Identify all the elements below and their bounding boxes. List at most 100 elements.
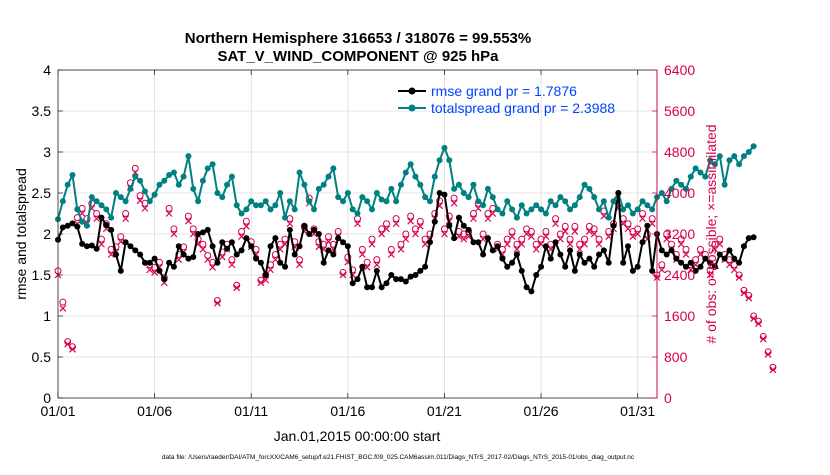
y2-tick-label: 2400 [664,267,695,283]
rmse-point [282,263,289,270]
totalspread-point [267,206,274,213]
rmse-point [238,247,245,254]
obs-possible-point [667,240,675,248]
totalspread-point [262,198,269,205]
obs-assimilated-point [59,304,67,312]
rmse-point [219,239,226,246]
rmse-point [199,229,206,236]
totalspread-point [629,210,636,217]
rmse-point [93,245,100,252]
rmse-point [190,253,197,260]
rmse-point [170,263,177,270]
obs-assimilated-point [373,261,381,269]
rmse-point [412,272,419,278]
obs-assimilated-point [262,276,270,284]
y2-tick-label: 4000 [664,185,695,201]
rmse-point [542,243,549,250]
rmse-point [378,284,385,291]
rmse-point [586,255,593,262]
y2-tick-label: 1600 [664,308,695,324]
obs-possible-point [716,235,724,243]
obs-possible-point [131,164,139,172]
obs-assimilated-point [286,220,294,228]
totalspread-point [320,181,327,188]
totalspread-point [146,198,153,205]
totalspread-point [277,190,284,196]
rmse-point [354,276,361,283]
obs-assimilated-point [769,366,777,374]
totalspread-point [180,173,187,180]
obs-possible-point [325,233,333,241]
rmse-point [663,251,670,258]
totalspread-point [204,165,211,172]
obs-assimilated-point [527,233,535,240]
obs-possible-point [426,230,434,238]
rmse-point [436,190,443,196]
totalspread-point [692,165,699,172]
obs-possible-point [358,245,366,253]
obs-assimilated-point [204,256,212,264]
rmse-point [629,267,636,274]
obs-possible-point [363,258,371,266]
legend-totalspread-label: totalspread grand pr = 2.3988 [431,100,615,116]
obs-assimilated-point [165,210,173,217]
totalspread-point [291,206,298,213]
y-axis-label: rmse and totalspread [13,168,29,300]
rmse-point [59,224,66,231]
obs-possible-point [349,266,357,274]
totalspread-point [644,202,651,209]
totalspread-point [364,198,371,205]
rmse-point [228,239,235,246]
obs-possible-point [682,245,690,253]
y2-tick-label: 4800 [664,144,695,160]
totalspread-point [639,198,646,205]
y-tick-label: 3.5 [32,103,52,119]
obs-assimilated-point [209,263,217,271]
obs-possible-point [122,210,130,217]
rmse-point [673,255,680,262]
obs-assimilated-point [325,238,332,246]
rmse-point [224,245,231,252]
obs-assimilated-point [561,228,569,235]
totalspread-point [151,191,158,198]
rmse-point [233,251,240,258]
obs-assimilated-point [658,266,666,274]
rmse-point [243,235,250,242]
totalspread-point [736,161,743,168]
obs-assimilated-point [441,230,448,238]
rmse-point [373,267,380,274]
obs-possible-point [392,215,400,223]
rmse-point [451,235,458,242]
rmse-point [465,226,472,233]
rmse-point [112,251,119,258]
obs-assimilated-point [634,230,642,238]
totalspread-point [745,149,752,155]
obs-possible-point [373,256,381,264]
totalspread-point [354,210,361,217]
totalspread-point [253,202,260,209]
obs-possible-point [634,225,642,233]
obs-assimilated-point [416,222,424,230]
totalspread-point [195,198,202,205]
obs-assimilated-point [503,240,511,248]
obs-assimilated-point [595,240,603,248]
rmse-point [620,259,627,266]
totalspread-point [417,181,424,188]
totalspread-point [422,194,429,201]
y2-tick-label: 800 [664,349,688,365]
rmse-point [122,239,129,246]
line-series-layer [55,143,757,295]
rmse-point [678,259,685,266]
obs-assimilated-point [199,245,207,253]
obs-assimilated-point [489,210,497,217]
totalspread-point [368,206,375,213]
rmse-point [538,263,545,270]
rmse-point [422,263,429,270]
obs-possible-point [397,240,405,248]
obs-assimilated-point [518,240,526,248]
obs-assimilated-point [585,228,593,235]
totalspread-point [175,181,182,188]
totalspread-point [605,214,612,221]
obs-assimilated-point [556,235,564,243]
